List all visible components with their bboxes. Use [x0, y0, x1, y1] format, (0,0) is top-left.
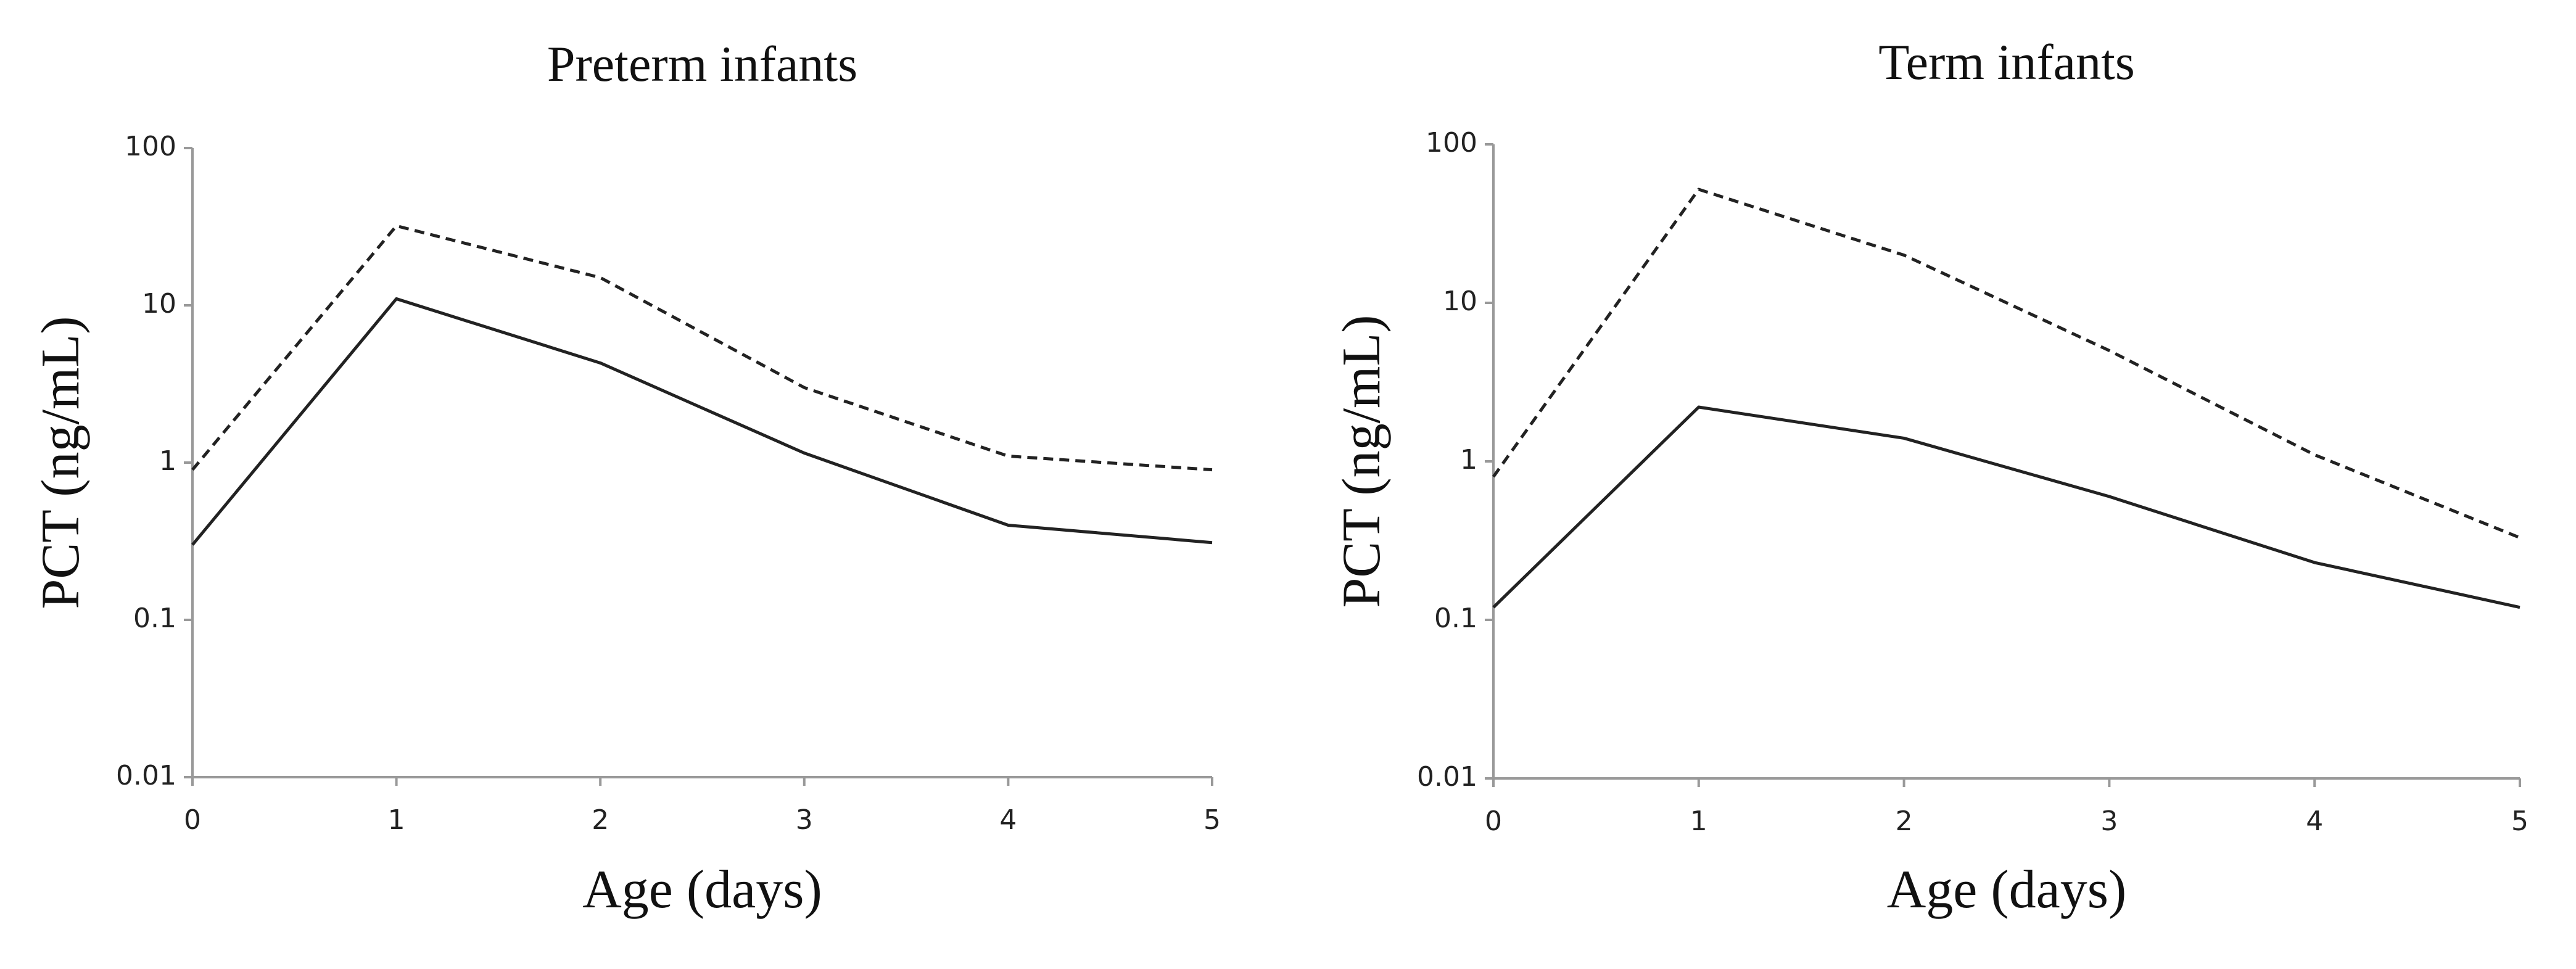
x-tick-label: 4: [999, 804, 1017, 836]
x-tick-label: 1: [1690, 806, 1707, 837]
x-tick-label: 2: [1896, 806, 1913, 837]
y-axis-label: PCT (ng/mL): [31, 316, 91, 609]
x-tick-label: 0: [184, 804, 201, 836]
x-tick-label: 3: [796, 804, 813, 836]
y-tick-label: 100: [125, 131, 176, 162]
line: [191, 224, 1213, 472]
chart-title: Preterm infants: [547, 36, 857, 92]
chart-title: Term infants: [1878, 34, 2135, 90]
line: [191, 297, 1213, 546]
x-tick-label: 3: [2100, 806, 2118, 837]
y-tick-label: 0.01: [1417, 761, 1477, 793]
x-tick-label: 2: [592, 804, 609, 836]
y-tick-label: 0.01: [116, 760, 176, 791]
x-tick-label: 0: [1485, 806, 1502, 837]
y-tick-label: 1: [1460, 444, 1477, 476]
line: [1492, 405, 2520, 609]
x-tick-label: 4: [2306, 806, 2323, 837]
y-axis-label: PCT (ng/mL): [1332, 315, 1392, 608]
x-tick-label: 5: [1203, 804, 1221, 836]
y-tick-label: 0.1: [1434, 603, 1477, 634]
y-tick-label: 10: [1443, 286, 1477, 317]
y-tick-label: 1: [159, 445, 176, 477]
x-tick-label: 1: [388, 804, 405, 836]
y-tick-label: 10: [142, 288, 176, 320]
x-tick-label: 5: [2511, 806, 2529, 837]
line: [1492, 188, 2520, 540]
y-tick-label: 100: [1426, 127, 1477, 159]
y-tick-label: 0.1: [133, 603, 176, 634]
x-axis-label: Age (days): [1887, 860, 2127, 920]
x-axis-label: Age (days): [582, 860, 822, 920]
